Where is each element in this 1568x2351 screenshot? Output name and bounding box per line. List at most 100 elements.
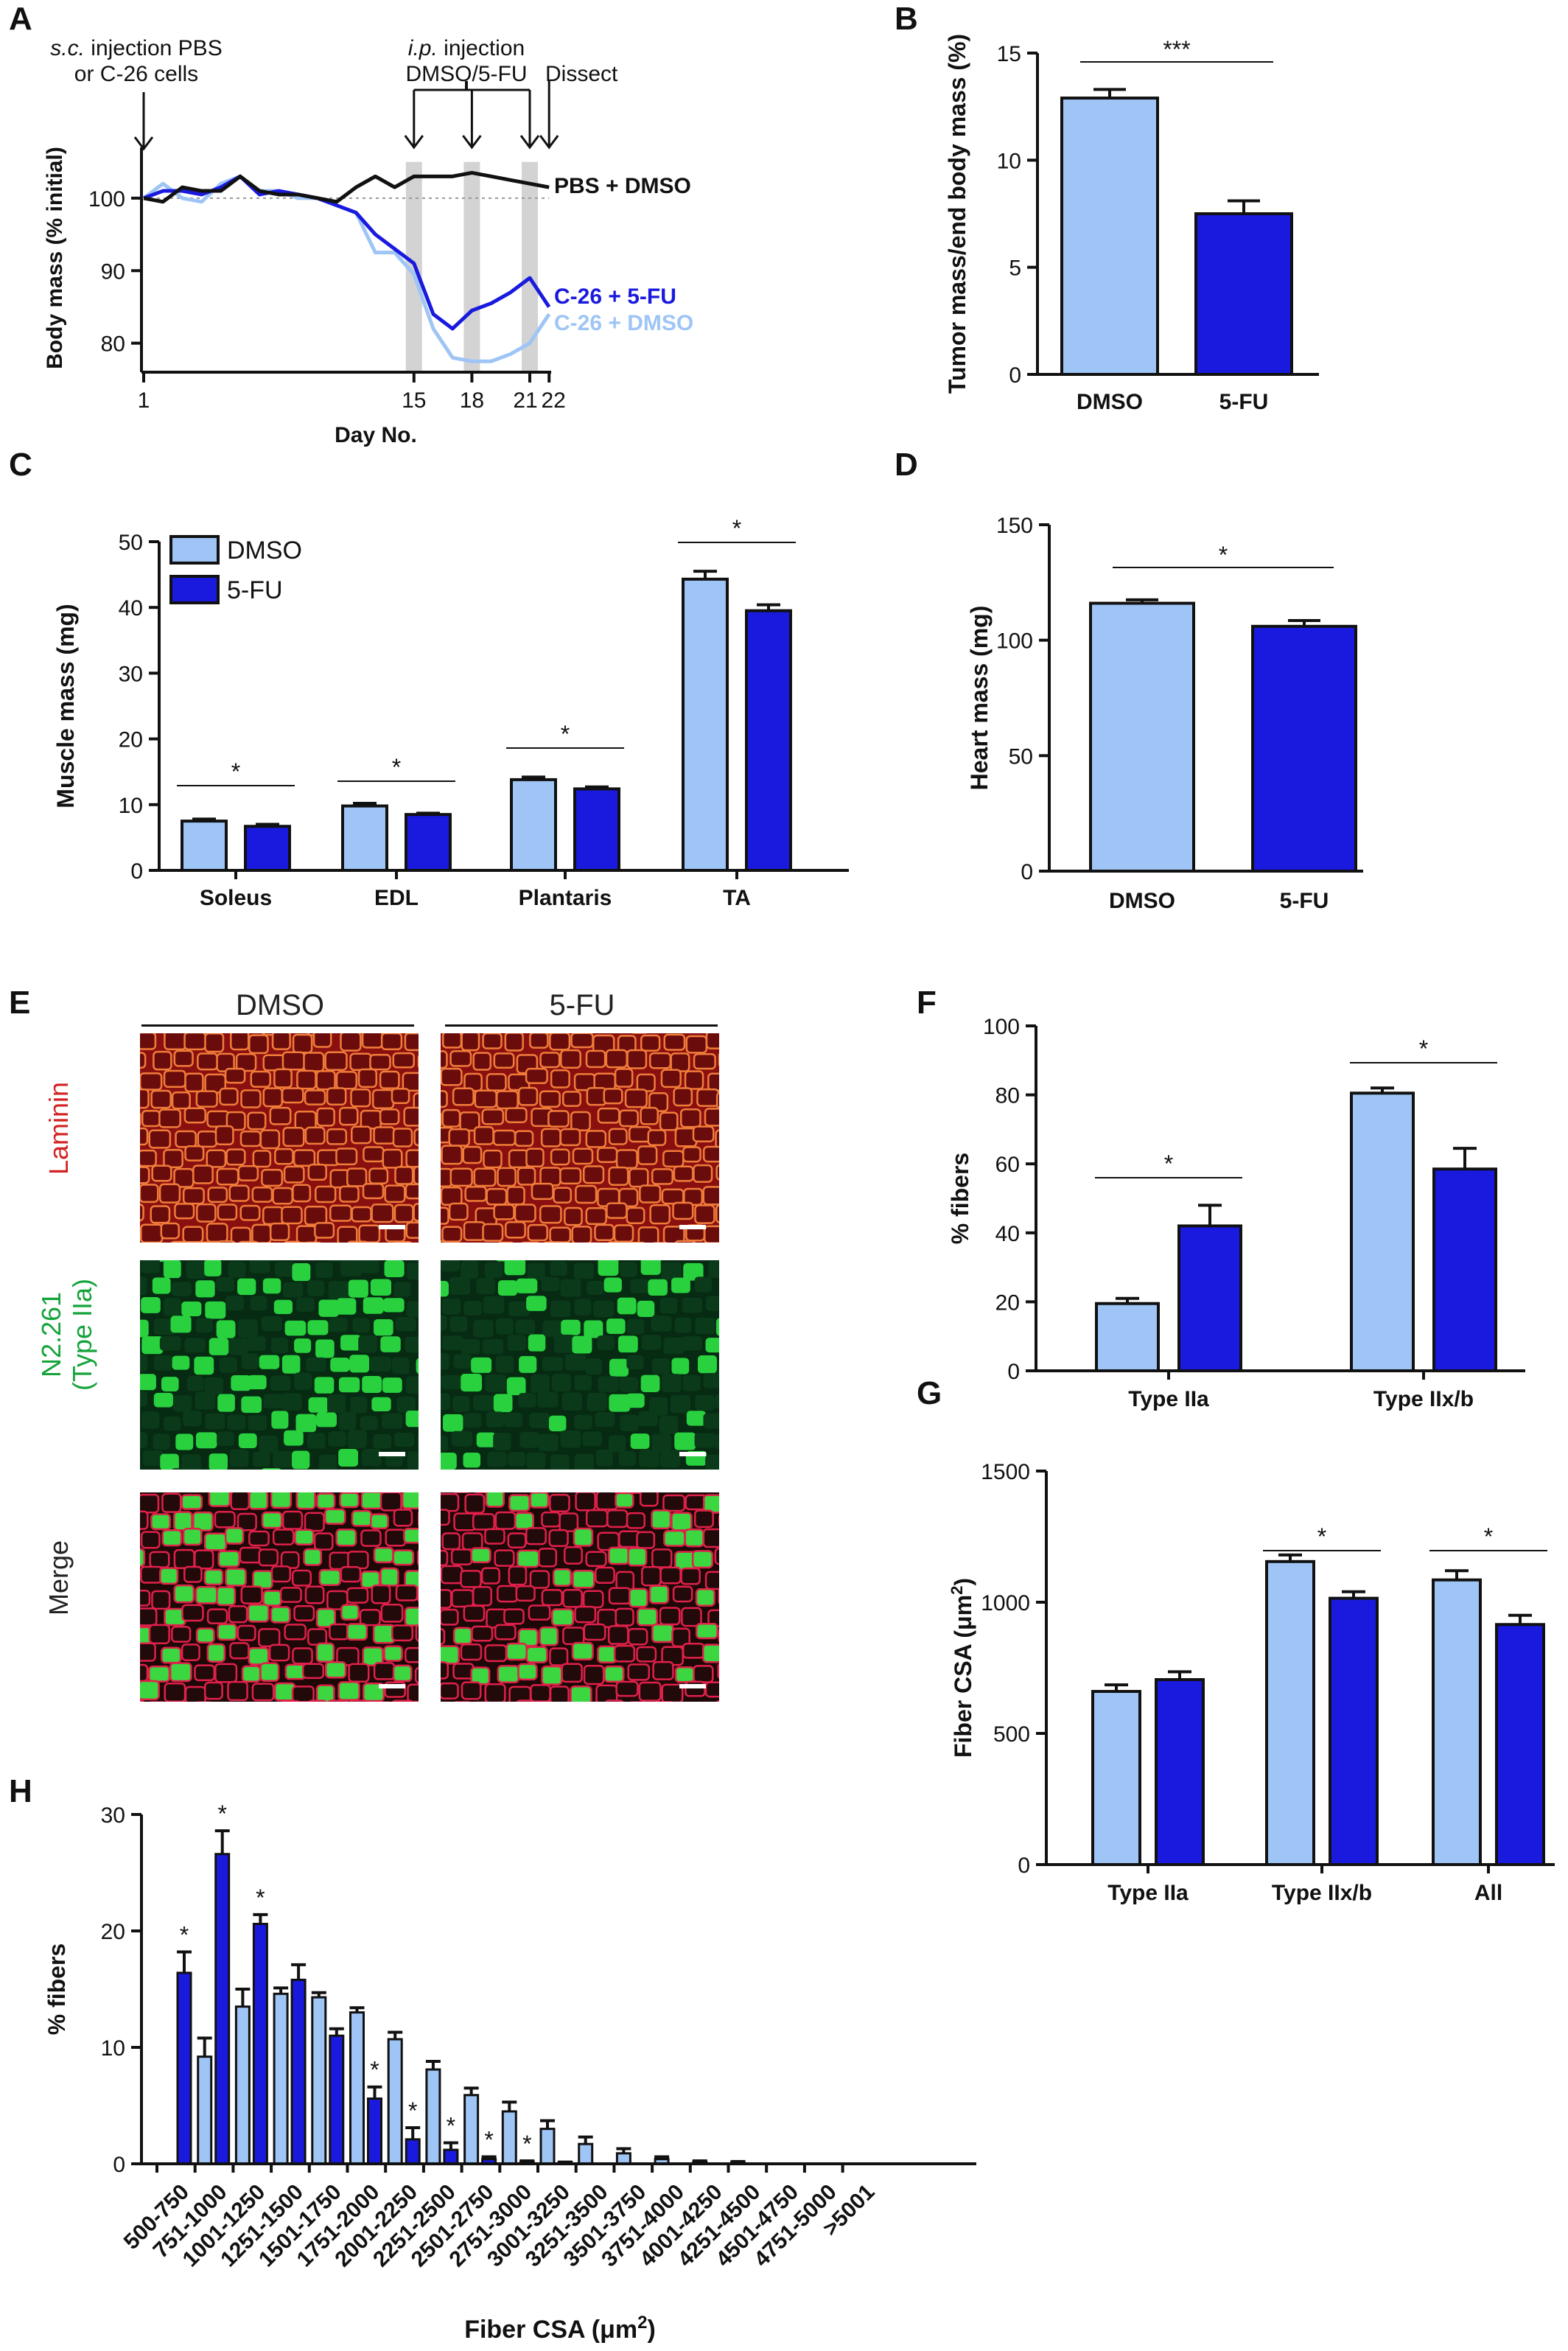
h-bar-dmso-2751-3000 xyxy=(501,2110,517,2165)
f-significance-star: * xyxy=(1419,1035,1428,1062)
sc-injection-arrowhead xyxy=(133,136,154,151)
h-significance-star: * xyxy=(522,2131,531,2157)
legend-swatch-5fu xyxy=(169,575,220,604)
g-bar-dmso-type-iix-b xyxy=(1265,1559,1315,1867)
h-bar-dmso-1751-2000 xyxy=(349,2011,365,2165)
a-x-tick-label: 1 xyxy=(138,388,150,413)
h-bar-dmso-2001-2250 xyxy=(387,2038,403,2165)
h-bar-dmso-1001-1250 xyxy=(234,2005,251,2165)
f-bar-dmso-type-iia xyxy=(1095,1302,1160,1372)
f-y-tick-label: 60 xyxy=(995,1153,1020,1177)
g-x-tick-label: All xyxy=(1474,1881,1502,1905)
h-bar-dmso-1251-1500 xyxy=(273,1992,289,2165)
series-label-c-26-dmso: C-26 + DMSO xyxy=(554,311,693,335)
g-x-tick-label: Type IIx/b xyxy=(1272,1881,1372,1905)
legend-label-dmso: DMSO xyxy=(227,537,302,565)
injection-day-shading xyxy=(522,161,538,372)
d-significance-star: * xyxy=(1219,542,1228,568)
b-significance-star: *** xyxy=(1163,36,1190,63)
h-bar-dmso-3501-3750 xyxy=(615,2152,631,2165)
h-significance-star: * xyxy=(447,2113,455,2139)
h-significance-star: * xyxy=(180,1921,189,1948)
g-x-tick-label: Type IIa xyxy=(1107,1881,1189,1905)
f-bar-5fu-type-iia xyxy=(1177,1224,1242,1372)
h-y-axis-label: % fibers xyxy=(43,1943,70,2035)
c-x-tick-label: Soleus xyxy=(200,886,272,910)
g-y-tick-label: 1500 xyxy=(981,1460,1030,1484)
h-bar-5fu-2001-2250 xyxy=(405,2138,421,2165)
c-significance-star: * xyxy=(231,758,240,785)
d-x-tick-label: 5-FU xyxy=(1280,889,1329,913)
c-significance-star: * xyxy=(732,515,741,542)
b-y-tick-label: 5 xyxy=(1009,256,1021,281)
f-y-tick-label: 80 xyxy=(995,1084,1020,1108)
d-y-axis-label: Heart mass (mg) xyxy=(966,606,993,791)
g-significance-star: * xyxy=(1317,1523,1326,1550)
dissect-arrowhead xyxy=(539,135,559,150)
a-y-axis-label: Body mass (% initial) xyxy=(43,147,67,369)
d-y-tick-label: 0 xyxy=(1021,860,1033,884)
c-significance-star: * xyxy=(561,721,570,747)
panel-letter-h: H xyxy=(9,1773,32,1809)
g-bar-5fu-type-iix-b xyxy=(1329,1596,1379,1866)
c-bar-5fu-plantaris xyxy=(573,787,620,872)
h-bar-dmso-751-1000 xyxy=(197,2055,213,2165)
h-significance-star: * xyxy=(256,1884,265,1911)
g-significance-star: * xyxy=(1484,1523,1493,1550)
f-x-tick-label: Type IIa xyxy=(1128,1387,1209,1411)
h-bar-5fu-1001-1250 xyxy=(252,1923,268,2165)
h-bar-5fu-2251-2500 xyxy=(443,2148,459,2165)
b-y-tick-label: 0 xyxy=(1009,363,1021,388)
c-y-tick-label: 40 xyxy=(119,596,143,621)
c-y-tick-label: 30 xyxy=(119,662,143,686)
c-bar-dmso-ta xyxy=(682,577,729,872)
b-bar-5-fu xyxy=(1194,212,1293,376)
f-bar-5fu-type-iix-b xyxy=(1432,1167,1497,1372)
h-bar-5fu-500-750 xyxy=(176,1971,192,2165)
g-bar-dmso-all xyxy=(1432,1578,1482,1866)
panel-letter-d: D xyxy=(895,447,918,483)
d-y-tick-label: 100 xyxy=(996,629,1033,654)
h-bar-5fu-1751-2000 xyxy=(367,2097,382,2165)
b-x-tick-label: 5-FU xyxy=(1219,390,1269,414)
legend-label-5fu: 5-FU xyxy=(227,576,283,604)
a-x-tick-label: 21 xyxy=(513,388,537,413)
d-y-tick-label: 50 xyxy=(1009,744,1033,769)
c-y-tick-label: 20 xyxy=(119,728,143,752)
c-bar-dmso-soleus xyxy=(181,820,228,872)
ip-injection-arrowhead xyxy=(519,135,540,150)
h-y-tick-label: 0 xyxy=(113,2153,125,2177)
f-y-tick-label: 20 xyxy=(995,1290,1020,1315)
series-label-c-26-5-fu: C-26 + 5-FU xyxy=(554,284,676,309)
f-bar-dmso-type-iix-b xyxy=(1350,1091,1415,1372)
h-bar-dmso-2501-2750 xyxy=(463,2094,480,2165)
f-y-axis-label: % fibers xyxy=(947,1153,973,1244)
c-y-axis-label: Muscle mass (mg) xyxy=(52,604,79,808)
h-significance-star: * xyxy=(484,2127,493,2153)
h-bar-dmso-3251-3500 xyxy=(578,2142,594,2165)
h-bar-dmso-3001-3250 xyxy=(539,2128,556,2165)
c-significance-star: * xyxy=(392,754,401,780)
g-y-tick-label: 1000 xyxy=(981,1591,1030,1615)
d-y-tick-label: 150 xyxy=(996,514,1033,538)
f-x-tick-label: Type IIx/b xyxy=(1373,1387,1474,1411)
series-line-pbs-dmso xyxy=(143,170,550,204)
b-y-tick-label: 10 xyxy=(997,149,1021,173)
a-x-tick-label: 18 xyxy=(460,388,484,413)
d-bar-dmso xyxy=(1089,601,1195,873)
panel-letter-g: G xyxy=(917,1375,942,1411)
h-bar-5fu-1251-1500 xyxy=(290,1978,307,2165)
d-bar-5-fu xyxy=(1251,624,1357,873)
panel-letter-a: A xyxy=(9,1,32,37)
a-x-tick-label: 15 xyxy=(402,388,426,413)
panel-letter-b: B xyxy=(895,1,918,37)
ip-injection-arrowhead xyxy=(404,135,424,150)
dissect-label: Dissect xyxy=(545,62,618,86)
sc-injection-label-line2: or C-26 cells xyxy=(74,62,198,86)
c-bar-5fu-soleus xyxy=(244,825,291,872)
h-significance-star: * xyxy=(370,2057,379,2083)
h-bar-dmso-1501-1750 xyxy=(311,1996,327,2165)
g-y-axis-label: Fiber CSA (μm2) xyxy=(948,1578,977,1758)
panel-letter-e: E xyxy=(9,985,30,1021)
b-y-axis-label: Tumor mass/end body mass (%) xyxy=(944,34,970,394)
